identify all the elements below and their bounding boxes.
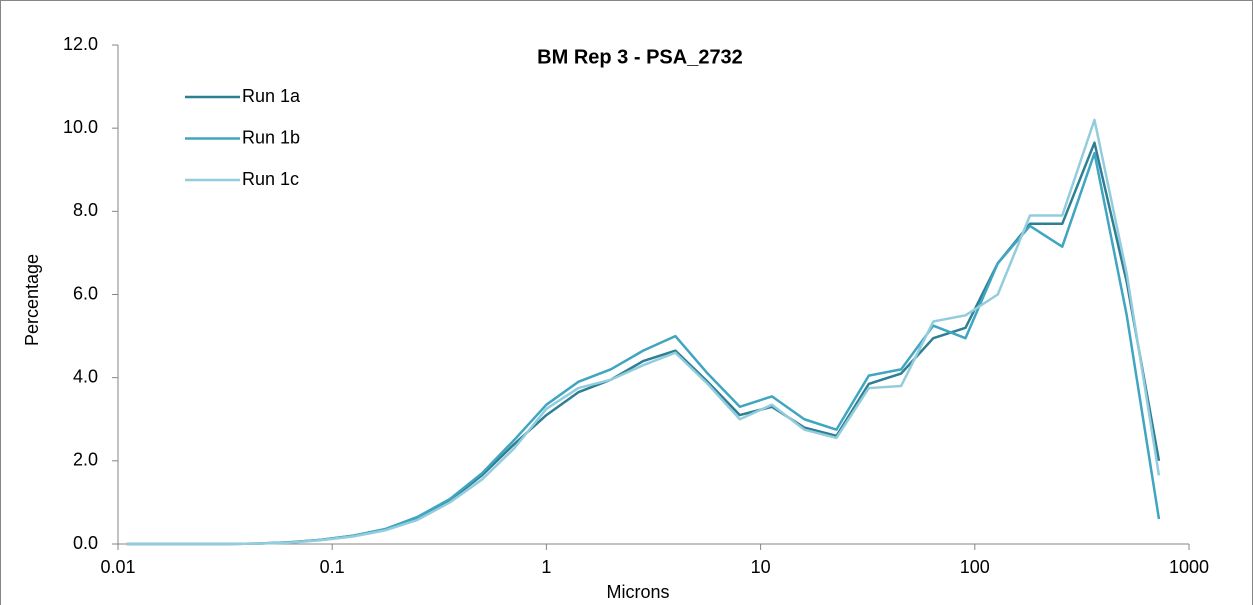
y-tick-label: 0.0 bbox=[73, 533, 98, 553]
x-tick-label: 0.1 bbox=[320, 557, 345, 577]
x-tick-label: 1 bbox=[541, 557, 551, 577]
chart-title: BM Rep 3 - PSA_2732 bbox=[537, 46, 743, 68]
x-tick-label: 0.01 bbox=[100, 557, 135, 577]
y-tick-label: 2.0 bbox=[73, 450, 98, 470]
y-tick-label: 10.0 bbox=[63, 117, 98, 137]
data-line bbox=[126, 118, 1161, 546]
y-axis-label: Percentage bbox=[22, 254, 42, 346]
legend-label: Run 1b bbox=[242, 127, 300, 147]
y-tick-label: 8.0 bbox=[73, 200, 98, 220]
x-tick-label: 10 bbox=[751, 557, 771, 577]
y-tick-label: 4.0 bbox=[73, 366, 98, 386]
x-tick-label: 1000 bbox=[1169, 557, 1209, 577]
legend-label: Run 1c bbox=[242, 169, 299, 189]
y-tick-label: 6.0 bbox=[73, 283, 98, 303]
x-tick-label: 100 bbox=[960, 557, 990, 577]
y-tick-label: 12.0 bbox=[63, 34, 98, 54]
legend-label: Run 1a bbox=[242, 86, 301, 106]
x-axis-label: Microns bbox=[606, 582, 669, 602]
